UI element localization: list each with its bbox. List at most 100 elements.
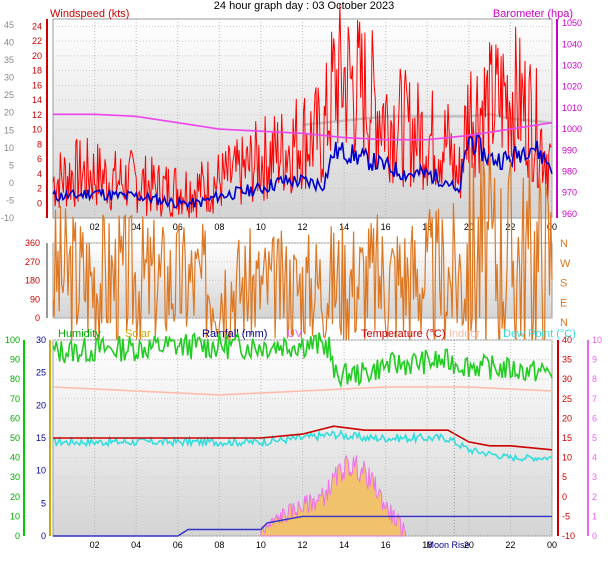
temperature-tick-label: 25 [562,394,572,404]
temperature-tick-label: 40 [562,335,572,345]
baro-tick-label: 970 [562,188,577,198]
temp-x-tick-label: 14 [339,540,349,550]
gust-line [52,3,552,218]
wind-axis-label: Windspeed (kts) [50,8,129,20]
rainfall-tick-label: 0 [41,531,46,541]
uv-tick-label: 10 [592,335,602,345]
direction-line [52,145,553,361]
wind-x-tick-label: 10 [256,222,266,232]
uv-tick-label: 4 [592,453,597,463]
wind-tick-label: 12 [32,110,42,120]
humidity-label: Humidity [58,328,101,340]
baro-tick-label: 1040 [562,39,582,49]
wind-x-tick-label: 22 [505,222,515,232]
humidity-tick-label: 60 [10,413,20,423]
rainfall-tick-label: 10 [36,466,46,476]
wind-alt-tick-label: 5 [9,160,14,170]
wind-tick-label: 2 [37,184,42,194]
barometer-line [53,113,553,141]
uv-tick-label: 3 [592,472,597,482]
rainfall-tick-label: 30 [36,335,46,345]
rainfall-tick-label: 15 [36,433,46,443]
baro-tick-label: 1030 [562,61,582,71]
wind-alt-tick-label: 45 [4,20,14,30]
temp-x-tick-label: 08 [214,540,224,550]
temp-x-tick-label: 04 [131,540,141,550]
wind-tick-label: 6 [37,154,42,164]
temperature-line [53,425,553,451]
humidity-tick-label: 50 [10,433,20,443]
temp-x-tick-label: 20 [464,540,474,550]
wind-alt-tick-label: 10 [4,143,14,153]
indoor-line [52,386,553,396]
temp-x-tick-label: 02 [90,540,100,550]
wind-x-tick-label: 08 [214,222,224,232]
temp-x-tick-label: 12 [297,540,307,550]
compass-label: W [560,258,571,270]
temp-x-tick-label: 10 [256,540,266,550]
temp-x-tick-label: 16 [381,540,391,550]
humidity-tick-label: 0 [15,531,20,541]
wind-tick-label: 0 [37,198,42,208]
humidity-tick-label: 70 [10,394,20,404]
temperature-tick-label: -5 [562,511,570,521]
temp-x-tick-label: 00 [547,540,557,550]
rainfall-tick-label: 20 [36,400,46,410]
baro-tick-label: 960 [562,209,577,219]
uv-tick-label: 9 [592,355,597,365]
wind-alt-tick-label: -5 [6,195,14,205]
baro-tick-label: 990 [562,145,577,155]
graph-title: 24 hour graph day : 03 October 2023 [213,0,395,12]
wind-tick-label: 18 [32,66,42,76]
uv-tick-label: 1 [592,511,597,521]
uv-tick-label: 7 [592,394,597,404]
wind-x-tick-label: 04 [131,222,141,232]
compass-label: E [560,297,567,309]
temp-x-tick-label: 22 [505,540,515,550]
indoor-label: Indoor [449,328,481,340]
baro-axis-label: Barometer (hpa) [493,8,573,20]
wind-tick-label: 16 [32,80,42,90]
wind-tick-label: 10 [32,125,42,135]
wind-tick-label: 20 [32,51,42,61]
wind-x-tick-label: 12 [297,222,307,232]
temperature-tick-label: 35 [562,355,572,365]
moonrise-label: Moon Rise [427,540,470,550]
wind-tick-label: 22 [32,36,42,46]
dir-tick-label: 270 [25,257,40,267]
wind-alt-tick-label: 0 [9,178,14,188]
uv-tick-label: 5 [592,433,597,443]
humidity-tick-label: 40 [10,453,20,463]
wind-alt-tick-label: 20 [4,108,14,118]
humidity-tick-label: 20 [10,492,20,502]
temperature-label: Temperature (°C) [361,328,445,340]
wind-tick-label: 14 [32,95,42,105]
temperature-tick-label: 15 [562,433,572,443]
wind-alt-tick-label: 30 [4,73,14,83]
humidity-line [52,331,553,389]
uv-label: UV [287,328,303,340]
avg-wind-line [52,132,553,210]
baro-tick-label: 1000 [562,124,582,134]
uv-tick-label: 8 [592,374,597,384]
wind-x-tick-label: 14 [339,222,349,232]
wind-x-tick-label: 00 [547,222,557,232]
rainfall-tick-label: 25 [36,368,46,378]
wind-alt-tick-label: 15 [4,125,14,135]
wind-x-tick-label: 02 [90,222,100,232]
compass-label: S [560,278,567,290]
wind-tick-label: 24 [32,21,42,31]
humidity-tick-label: 90 [10,355,20,365]
uv-tick-label: 2 [592,492,597,502]
wind-alt-tick-label: 35 [4,55,14,65]
dewpoint-line [52,429,553,463]
temperature-tick-label: -10 [562,531,575,541]
baro-tick-label: 1050 [562,18,582,28]
wind-alt-tick-label: 40 [4,38,14,48]
rainfall-tick-label: 5 [41,498,46,508]
wind-tick-label: 4 [37,169,42,179]
temperature-tick-label: 10 [562,453,572,463]
humidity-tick-label: 30 [10,472,20,482]
humidity-tick-label: 100 [5,335,20,345]
